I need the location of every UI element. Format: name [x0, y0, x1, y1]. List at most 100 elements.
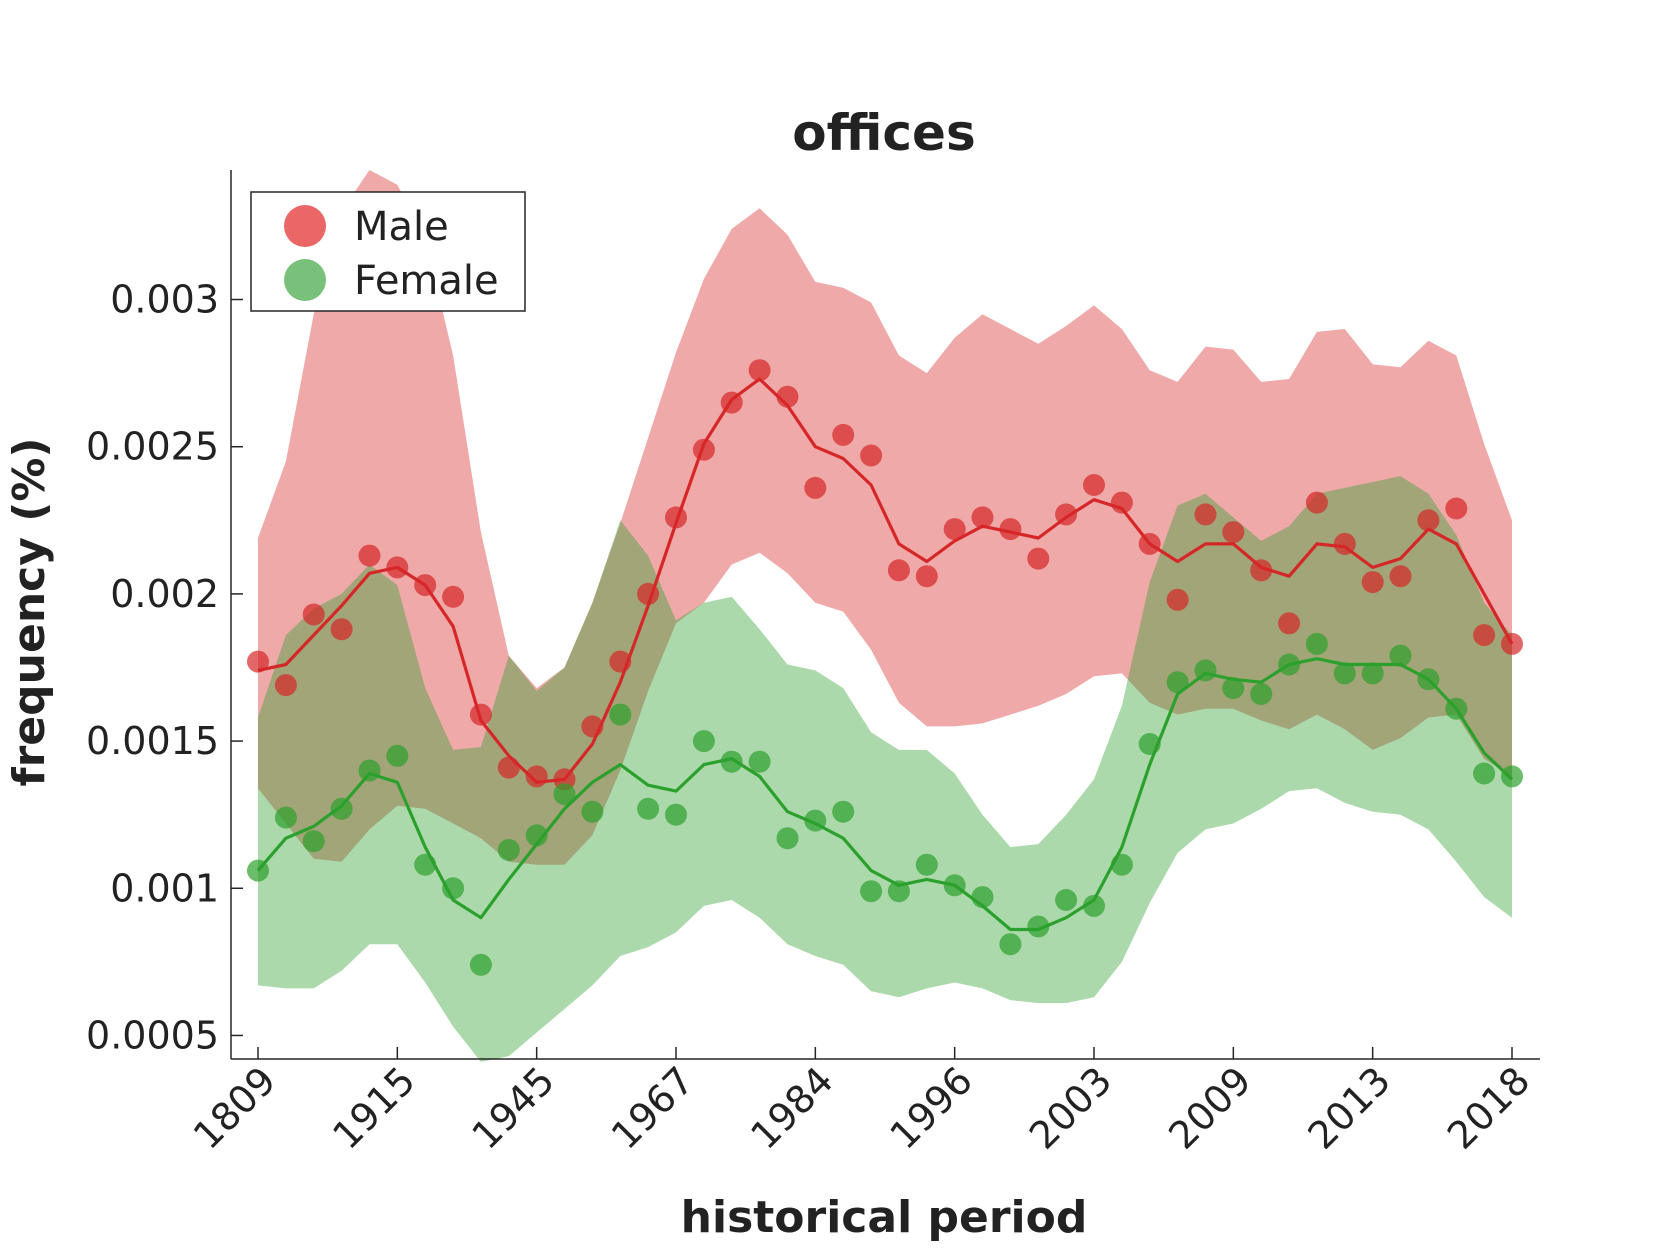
point-male	[358, 544, 381, 567]
point-male	[1194, 503, 1217, 526]
point-female	[1417, 668, 1440, 691]
point-female	[274, 806, 297, 829]
point-male	[247, 650, 269, 673]
point-male	[1278, 612, 1301, 635]
point-male	[442, 585, 465, 608]
point-male	[999, 518, 1022, 541]
point-female	[1110, 853, 1133, 876]
point-female	[302, 830, 325, 853]
y-axis-label: frequency (%)	[4, 437, 55, 786]
point-male	[1417, 509, 1440, 532]
point-male	[386, 556, 409, 579]
point-male	[1138, 532, 1161, 555]
point-male	[637, 582, 660, 605]
point-male	[1501, 632, 1523, 655]
point-male	[1222, 521, 1245, 544]
y-tick-label: 0.0015	[86, 719, 219, 763]
point-female	[330, 797, 353, 820]
point-male	[1361, 571, 1384, 594]
point-male	[609, 650, 632, 673]
point-male	[804, 476, 827, 499]
point-female	[469, 953, 492, 976]
point-male	[776, 385, 799, 408]
point-male	[1445, 497, 1468, 520]
x-tick-label: 1945	[464, 1058, 564, 1158]
point-female	[1501, 765, 1523, 788]
point-male	[692, 438, 715, 461]
point-male	[665, 506, 687, 529]
x-tick-label: 1996	[882, 1058, 982, 1158]
y-tick-label: 0.001	[110, 866, 219, 910]
point-female	[915, 853, 938, 876]
point-female	[943, 874, 966, 897]
x-tick-label: 2009	[1160, 1058, 1260, 1158]
point-female	[386, 744, 409, 767]
x-tick-label: 1809	[185, 1058, 285, 1158]
point-female	[1333, 662, 1356, 685]
point-male	[1473, 624, 1496, 647]
point-female	[609, 703, 632, 726]
point-female	[525, 824, 548, 847]
point-male	[1333, 532, 1356, 555]
point-female	[1305, 632, 1328, 655]
point-male	[274, 674, 297, 697]
data-points	[247, 359, 1523, 976]
point-female	[1166, 671, 1189, 694]
point-female	[1445, 697, 1468, 720]
y-tick-label: 0.0005	[86, 1013, 219, 1057]
point-female	[1027, 915, 1050, 938]
point-male	[860, 444, 883, 467]
point-female	[971, 886, 994, 909]
point-female	[776, 827, 799, 850]
point-female	[442, 877, 465, 900]
point-female	[887, 880, 910, 903]
y-tick-label: 0.0025	[86, 425, 219, 469]
legend: Male Female	[250, 191, 526, 312]
point-female	[748, 750, 771, 773]
point-female	[832, 800, 855, 823]
chart-title: offices	[792, 104, 975, 162]
point-male	[832, 423, 855, 446]
point-female	[358, 759, 381, 782]
point-female	[692, 730, 715, 753]
point-female	[1194, 659, 1217, 682]
axes	[230, 170, 1540, 1060]
point-male	[330, 618, 353, 641]
point-female	[720, 750, 743, 773]
point-male	[497, 756, 520, 779]
point-female	[1222, 677, 1245, 700]
point-female	[1278, 653, 1301, 676]
x-tick-label: 1967	[603, 1058, 703, 1158]
point-female	[1083, 894, 1105, 917]
smoothed-lines	[256, 377, 1514, 932]
point-male	[720, 391, 743, 414]
point-male	[1389, 565, 1412, 588]
point-male	[1305, 491, 1328, 514]
line-male	[257, 377, 1514, 784]
x-tick-label: 1984	[742, 1058, 842, 1158]
y-tick-label: 0.003	[110, 278, 219, 322]
point-female	[860, 880, 883, 903]
x-axis-label: historical period	[681, 1192, 1088, 1243]
point-female	[999, 933, 1022, 956]
point-male	[1083, 474, 1105, 496]
point-female	[1250, 683, 1273, 705]
y-tick-label: 0.002	[110, 572, 219, 616]
point-male	[1027, 547, 1050, 570]
point-female	[553, 783, 576, 806]
point-female	[665, 803, 687, 826]
point-female	[804, 809, 827, 832]
x-tick-label: 2003	[1021, 1058, 1121, 1158]
point-male	[748, 359, 771, 382]
point-female	[497, 839, 520, 861]
legend-marker-female	[284, 259, 326, 301]
point-female	[1138, 733, 1161, 755]
point-male	[887, 559, 910, 582]
point-male	[1055, 503, 1078, 526]
point-male	[971, 506, 994, 529]
point-male	[581, 715, 604, 738]
point-male	[1250, 559, 1273, 582]
x-tick-label: 2013	[1300, 1058, 1400, 1158]
legend-marker-male	[284, 205, 326, 247]
